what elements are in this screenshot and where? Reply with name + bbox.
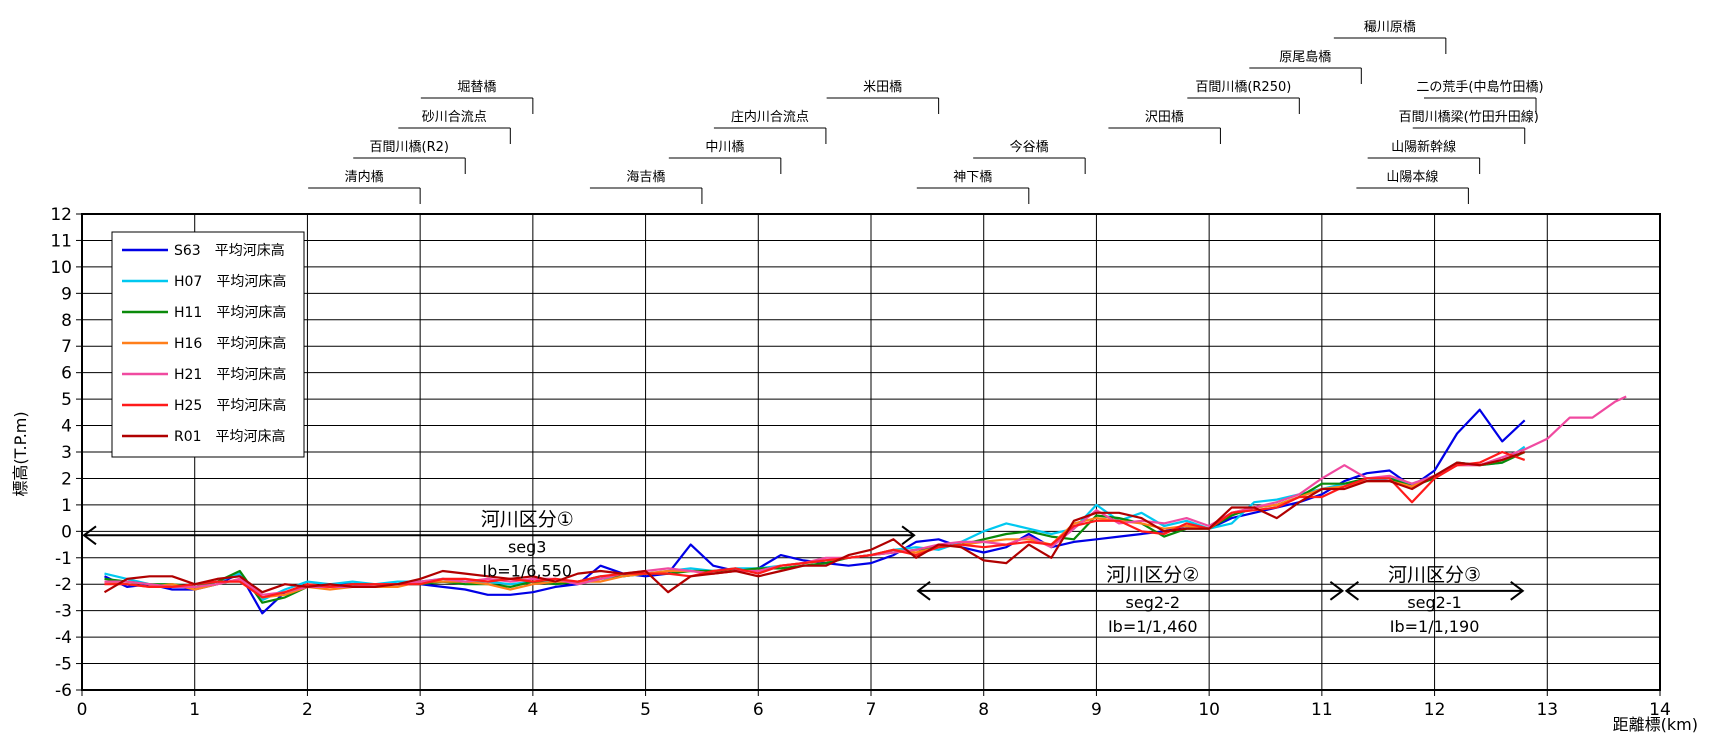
segment-name: 河川区分② [1106,564,1199,586]
y-axis-label: 標高(T.P.m) [11,411,30,496]
y-tick-label: -3 [55,602,72,622]
y-tick-label: 3 [61,443,72,463]
bridge-label: 二の荒手(中島竹田橋) [1416,80,1543,95]
x-tick-label: 14 [1649,700,1671,720]
x-tick-label: 4 [527,700,538,720]
segment-slope: Ib=1/6,550 [482,561,572,580]
y-tick-label: 8 [61,311,72,331]
y-tick-label: 2 [61,469,72,489]
x-tick-label: 6 [753,700,764,720]
bridge-label: 今谷橋 [1010,139,1049,155]
legend: S63 平均河床高 H07 平均河床高 H11 平均河床高 H16 平均河床高 H21 … [111,231,305,458]
y-tick-label: 12 [50,205,72,225]
bridge-label: 山陽新幹線 [1391,139,1456,155]
segment-code: seg2-2 [1126,593,1180,612]
series-line [103,450,1526,594]
y-tick-label: -4 [55,628,72,648]
segment-code: seg2-1 [1407,593,1461,612]
segment-code: seg3 [508,537,547,556]
x-tick-label: 10 [1198,700,1220,720]
x-tick-label: 0 [77,700,88,720]
segment-slope: Ib=1/1,190 [1390,617,1480,636]
y-tick-label: 6 [61,364,72,384]
x-tick-label: 13 [1536,700,1558,720]
y-tick-label: 0 [61,522,72,542]
legend-entry: H16 平均河床高 [174,335,286,352]
segment-arrowhead [1344,581,1360,601]
bridge-label: 庄内川合流点 [731,109,809,125]
bridge-label: 米田橋 [863,80,902,95]
bridge-label: 堀替橋 [457,80,496,95]
legend-entry: R01 平均河床高 [174,428,286,445]
bridge-label: 中川橋 [705,140,744,155]
bridge-label: 百間川橋(R250) [1195,80,1291,95]
bridge-label: 百間川橋梁(竹田升田線) [1399,109,1539,125]
y-tick-label: 10 [50,258,72,278]
legend-entry: H07 平均河床高 [174,273,286,290]
segment-arrowhead [82,525,97,546]
bridge-label: 砂川合流点 [422,110,487,125]
x-tick-label: 12 [1424,700,1446,720]
y-tick-label: 11 [50,231,72,251]
series-lines [103,395,1627,615]
series-line [104,450,1526,599]
plot-frame [81,213,1661,691]
series-line [104,451,1526,604]
series-line [104,445,1526,602]
x-tick-label: 7 [866,700,877,720]
x-tick-label: 8 [978,700,989,720]
y-tick-label: -6 [55,681,72,701]
bridge-label: 山陽本線 [1386,169,1438,185]
y-tick-label: 7 [61,337,72,357]
y-tick-label: 1 [61,496,72,516]
grid [81,213,1661,691]
bridge-label: 海吉橋 [626,170,665,185]
y-tick-label: -5 [55,655,72,675]
segment-arrowhead [901,525,916,546]
x-tick-label: 11 [1311,700,1333,720]
y-tick-label: 4 [61,417,72,437]
river-segments: 河川区分① seg3 Ib=1/6,550 河川区分② seg2-2 Ib=1/1,460… [82,508,1525,636]
legend-entry: S63 平均河床高 [174,242,285,259]
x-tick-label: 1 [189,700,200,720]
segment-name: 河川区分① [481,508,574,530]
y-tick-label: -2 [55,575,72,595]
segment-name: 河川区分③ [1388,564,1481,586]
segment-arrowhead [1510,581,1525,601]
y-tick-label: 9 [61,284,72,304]
segment-arrowhead [1329,581,1345,601]
x-tick-label: 5 [640,700,651,720]
bridge-label: 沢田橋 [1145,110,1184,125]
bridge-label: 清内橋 [345,169,384,185]
x-tick-label: 2 [302,700,313,720]
x-axis-label: 距離標(km) [1613,715,1698,734]
legend-entry: H25 平均河床高 [174,397,286,414]
x-tick-label: 9 [1091,700,1102,720]
bridge-label: 原尾島橋 [1279,50,1331,65]
y-tick-label: 5 [61,390,72,410]
bridge-label: 神下橋 [953,170,992,185]
bridge-label: 穝川原橋 [1364,20,1416,35]
y-tick-label: -1 [55,549,72,569]
legend-box [111,231,305,458]
legend-entry: H11 平均河床高 [174,304,286,321]
segment-arrowhead [916,581,931,601]
legend-entry: H21 平均河床高 [174,366,286,383]
x-tick-label: 3 [415,700,426,720]
segment-slope: Ib=1/1,460 [1108,617,1198,636]
bridge-label: 百間川橋(R2) [370,140,449,155]
series-line [104,450,1526,599]
